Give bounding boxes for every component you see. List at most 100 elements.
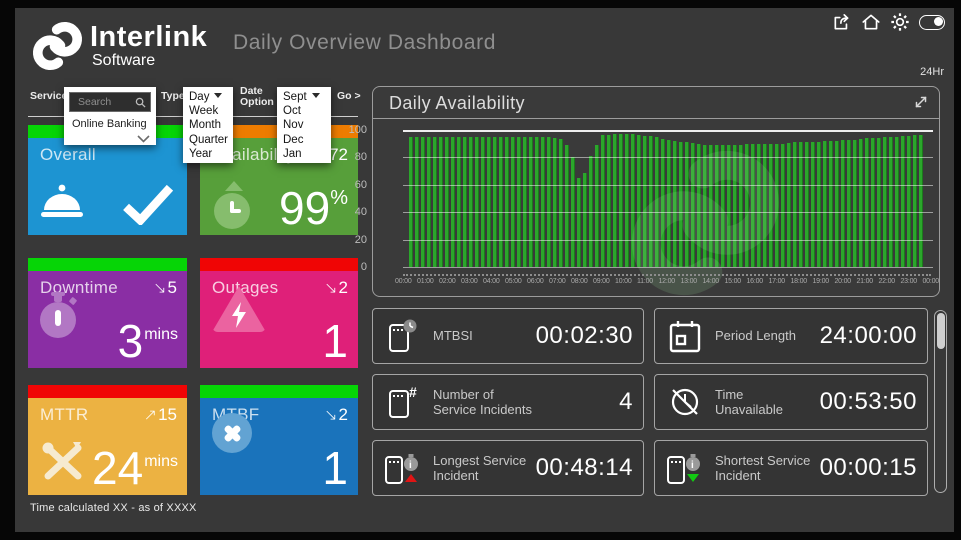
- stat-value: 4: [619, 388, 633, 415]
- x-tick-label: 00:00: [922, 278, 939, 285]
- y-tick-label: 40: [354, 206, 367, 219]
- availability-bar: [781, 143, 785, 267]
- x-tick-label: 04:00: [483, 278, 500, 285]
- availability-bar: [631, 134, 635, 267]
- svg-text:i: i: [409, 460, 412, 471]
- stats-grid: MTBSI 00:02:30 Period Length 24:00:00: [372, 308, 928, 496]
- availability-bar: [577, 177, 581, 267]
- go-button[interactable]: Go >: [337, 90, 361, 102]
- tile-value: 1: [322, 442, 348, 494]
- availability-bar: [751, 143, 755, 267]
- type-option-year[interactable]: Year: [189, 147, 213, 160]
- x-tick-label: 23:00: [900, 278, 917, 285]
- caret-down-icon: [311, 93, 320, 98]
- type-option-week[interactable]: Week: [189, 105, 219, 118]
- service-dropdown-panel: Online Banking: [64, 87, 156, 145]
- availability-bar: [787, 142, 791, 267]
- date-option-dec[interactable]: Dec: [283, 133, 304, 146]
- x-tick-label: 20:00: [834, 278, 851, 285]
- service-search-input[interactable]: [76, 95, 135, 109]
- x-tick-label: 02:00: [439, 278, 456, 285]
- availability-bar: [439, 136, 443, 267]
- type-option-month[interactable]: Month: [189, 119, 221, 132]
- tile-status-stripe: [28, 385, 187, 398]
- availability-bar: [619, 134, 623, 267]
- availability-bar: [463, 136, 467, 267]
- stat-card-longest-incident: i Longest Service Incident 00:48:14: [372, 440, 644, 496]
- availability-bar: [415, 136, 419, 267]
- tile-status-stripe: [200, 258, 358, 271]
- tile-status-stripe: [28, 258, 187, 271]
- type-option-quarter[interactable]: Quarter: [189, 133, 228, 146]
- x-tick-label: 08:00: [571, 278, 588, 285]
- availability-bar: [691, 143, 695, 267]
- y-tick-label: 80: [354, 151, 367, 164]
- date-option-sept[interactable]: Sept: [277, 90, 331, 104]
- tile-outages[interactable]: Outages ↘2 1: [200, 258, 358, 368]
- x-tick-label: 17:00: [768, 278, 785, 285]
- logo-subtitle: Software: [92, 52, 156, 69]
- share-icon[interactable]: [832, 12, 852, 32]
- availability-bar: [529, 136, 533, 267]
- availability-bar: [553, 137, 557, 267]
- x-tick-label: 11:00: [637, 278, 653, 285]
- clock-slash-icon: [664, 383, 706, 421]
- date-option-nov[interactable]: Nov: [283, 119, 304, 132]
- availability-bar: [625, 134, 629, 267]
- scrollbar-thumb[interactable]: [936, 313, 945, 349]
- availability-bar: [817, 141, 821, 267]
- stat-card-time-unavailable: Time Unavailable 00:53:50: [654, 374, 928, 430]
- availability-bar: [871, 138, 875, 267]
- stat-label: Shortest Service Incident: [715, 452, 811, 483]
- tile-value: 3mins: [117, 315, 178, 367]
- availability-bar: [667, 139, 671, 267]
- svg-text:i: i: [691, 460, 694, 471]
- chevron-down-icon[interactable]: [137, 135, 150, 143]
- availability-bar: [889, 136, 893, 267]
- service-option-online-banking[interactable]: Online Banking: [72, 118, 147, 130]
- stat-value: 24:00:00: [819, 322, 917, 349]
- tile-label: Overall: [40, 145, 96, 164]
- tile-trend: 72: [329, 145, 348, 164]
- search-icon: [135, 97, 146, 108]
- tile-value: 99%: [279, 182, 348, 234]
- stats-scrollbar[interactable]: [934, 310, 947, 493]
- availability-bar: [505, 136, 509, 267]
- availability-bar: [703, 144, 707, 267]
- availability-bar: [493, 136, 497, 267]
- tile-downtime[interactable]: Downtime ↘5 3mins: [28, 258, 187, 368]
- availability-bar: [757, 143, 761, 267]
- page-title: Daily Overview Dashboard: [233, 31, 496, 54]
- caret-down-icon: [214, 93, 223, 98]
- home-icon[interactable]: [861, 12, 881, 32]
- availability-bar: [769, 143, 773, 267]
- type-option-day[interactable]: Day: [183, 90, 233, 104]
- availability-bar: [733, 145, 737, 267]
- toggle-switch-icon[interactable]: [919, 14, 945, 30]
- date-option-oct[interactable]: Oct: [283, 105, 301, 118]
- interlink-logo[interactable]: Interlink Software: [30, 21, 207, 71]
- settings-gear-icon[interactable]: [890, 12, 910, 32]
- tile-value: 24mins: [92, 442, 178, 494]
- availability-bar: [721, 145, 725, 267]
- tile-mtbf[interactable]: MTBF ↘2 1: [200, 385, 358, 495]
- logo-name: Interlink: [90, 21, 208, 53]
- availability-bar: [517, 136, 521, 267]
- availability-bar: [433, 136, 437, 267]
- availability-bar: [835, 140, 839, 267]
- service-search-box[interactable]: [69, 92, 151, 112]
- availability-bar: [595, 144, 599, 267]
- clock-up-icon: [214, 181, 254, 229]
- svg-text:#: #: [409, 384, 417, 400]
- tile-mttr[interactable]: MTTR ↗15 24mins: [28, 385, 187, 495]
- ticket-stopwatch-down-icon: i: [664, 449, 706, 487]
- availability-bar: [637, 134, 641, 267]
- availability-bar: [643, 135, 647, 267]
- tile-value: 1: [322, 315, 348, 367]
- availability-bar: [919, 135, 923, 267]
- availability-bar: [895, 136, 899, 267]
- chart-title: Daily Availability: [389, 93, 525, 113]
- expand-icon[interactable]: [913, 94, 929, 110]
- availability-bar: [877, 138, 881, 267]
- date-option-jan[interactable]: Jan: [283, 147, 302, 160]
